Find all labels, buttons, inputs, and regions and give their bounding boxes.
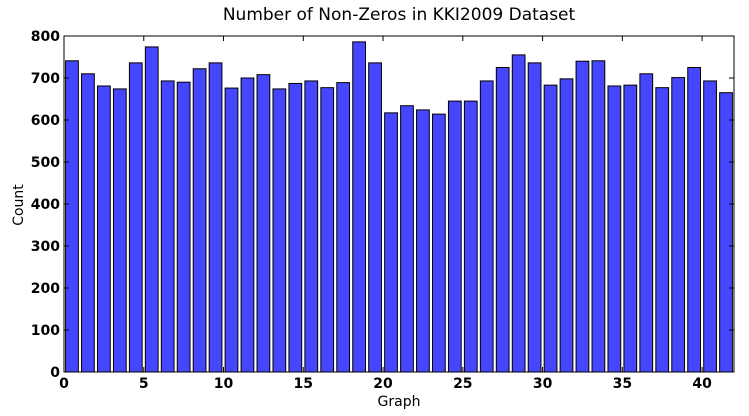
bar-13	[272, 88, 287, 373]
y-tick-label-500: 500	[31, 155, 60, 171]
bar-15	[304, 80, 319, 373]
bar-40	[703, 80, 717, 373]
bar-series	[65, 41, 733, 373]
bar-9	[208, 62, 223, 373]
bar-8	[192, 68, 207, 373]
bar-21	[400, 105, 414, 373]
y-tick-label-0: 0	[50, 365, 60, 381]
x-tick-label-10: 10	[214, 376, 234, 392]
y-tick-label-100: 100	[31, 323, 60, 339]
bar-5	[144, 46, 159, 373]
bar-4	[128, 62, 143, 373]
bar-39	[687, 67, 702, 373]
bar-1	[81, 73, 95, 373]
y-tick-label-400: 400	[31, 197, 60, 213]
bar-25	[463, 100, 478, 373]
y-tick-label-200: 200	[31, 281, 60, 297]
y-tick-label-800: 800	[31, 29, 60, 45]
y-axis: 0 100 200 300 400 500 600 700 800	[31, 29, 734, 381]
bar-23	[432, 113, 446, 373]
bar-37	[655, 87, 670, 373]
bar-30	[543, 84, 558, 373]
bar-31	[559, 78, 574, 373]
bar-34	[607, 85, 622, 373]
x-tick-label-35: 35	[613, 376, 632, 392]
bar-38	[671, 77, 686, 373]
bar-22	[416, 109, 430, 373]
x-tick-label-0: 0	[59, 376, 69, 392]
bar-29	[527, 62, 542, 373]
bar-7	[176, 81, 191, 373]
bar-26	[479, 80, 494, 373]
bar-11	[240, 77, 255, 373]
bar-6	[160, 80, 175, 373]
x-axis: 0 5 10 15 20 25 30 35 40	[59, 36, 712, 392]
bar-24	[447, 100, 462, 373]
bar-17	[336, 82, 351, 373]
bar-2	[97, 85, 111, 373]
bar-12	[256, 74, 271, 373]
chart-title: Number of Non-Zeros in KKI2009 Dataset	[223, 5, 576, 25]
x-tick-label-25: 25	[453, 376, 472, 392]
bar-35	[623, 84, 638, 373]
y-tick-label-600: 600	[31, 113, 60, 129]
bar-32	[575, 60, 590, 373]
bar-19	[368, 62, 382, 373]
x-axis-label: Graph	[378, 394, 421, 410]
y-tick-label-300: 300	[31, 239, 60, 255]
bar-3	[112, 88, 127, 373]
x-tick-label-40: 40	[692, 376, 712, 392]
bar-0	[65, 60, 79, 373]
y-axis-label: Count	[11, 184, 27, 226]
y-tick-label-700: 700	[31, 71, 60, 87]
x-tick-label-20: 20	[373, 376, 393, 392]
bar-16	[320, 87, 335, 373]
bar-18	[352, 41, 367, 373]
bar-10	[224, 87, 239, 373]
bar-33	[591, 60, 606, 373]
x-tick-label-5: 5	[139, 376, 149, 392]
x-tick-label-30: 30	[533, 376, 553, 392]
bar-36	[639, 73, 654, 373]
bar-28	[511, 54, 526, 373]
bar-14	[288, 82, 303, 373]
x-tick-label-15: 15	[294, 376, 313, 392]
bar-27	[495, 67, 510, 373]
bar-20	[384, 112, 398, 373]
